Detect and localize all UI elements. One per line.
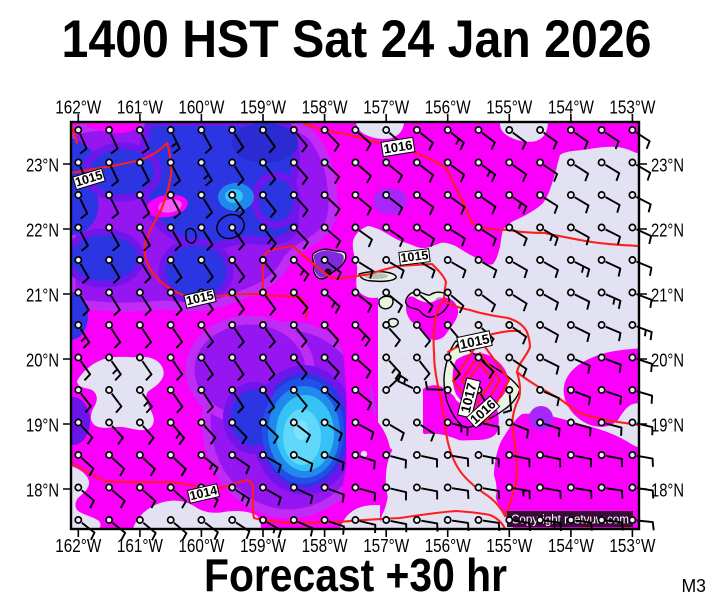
svg-text:M3: M3 [682, 576, 707, 596]
svg-text:153°W: 153°W [609, 536, 655, 556]
svg-text:18°N: 18°N [26, 481, 59, 501]
svg-text:153°W: 153°W [609, 98, 655, 118]
svg-text:22°N: 22°N [26, 221, 59, 241]
svg-text:19°N: 19°N [26, 416, 59, 436]
svg-text:22°N: 22°N [651, 221, 684, 241]
svg-text:160°W: 160°W [178, 536, 224, 556]
svg-text:1015: 1015 [185, 288, 215, 308]
svg-text:161°W: 161°W [117, 98, 163, 118]
svg-text:20°N: 20°N [26, 351, 59, 371]
svg-text:162°W: 162°W [55, 98, 101, 118]
svg-text:161°W: 161°W [117, 536, 163, 556]
svg-text:160°W: 160°W [178, 98, 224, 118]
svg-text:21°N: 21°N [26, 286, 59, 306]
svg-text:1014: 1014 [188, 483, 218, 503]
svg-text:157°W: 157°W [363, 98, 409, 118]
svg-text:1016: 1016 [383, 137, 414, 156]
svg-text:Forecast +30 hr: Forecast +30 hr [204, 549, 507, 600]
svg-text:156°W: 156°W [425, 536, 471, 556]
svg-text:156°W: 156°W [425, 98, 471, 118]
svg-text:1400 HST Sat 24 Jan 2026: 1400 HST Sat 24 Jan 2026 [62, 10, 652, 69]
svg-text:21°N: 21°N [651, 286, 684, 306]
svg-text:158°W: 158°W [302, 98, 348, 118]
svg-text:155°W: 155°W [486, 98, 532, 118]
svg-text:19°N: 19°N [651, 416, 684, 436]
svg-text:1015: 1015 [400, 248, 429, 265]
svg-text:159°W: 159°W [240, 98, 286, 118]
svg-text:157°W: 157°W [363, 536, 409, 556]
svg-text:159°W: 159°W [240, 536, 286, 556]
svg-text:155°W: 155°W [486, 536, 532, 556]
svg-text:162°W: 162°W [55, 536, 101, 556]
svg-text:23°N: 23°N [26, 156, 59, 176]
svg-text:154°W: 154°W [548, 536, 594, 556]
svg-text:23°N: 23°N [651, 156, 684, 176]
svg-text:20°N: 20°N [651, 351, 684, 371]
svg-text:1017: 1017 [458, 382, 480, 415]
svg-text:154°W: 154°W [548, 98, 594, 118]
svg-text:158°W: 158°W [302, 536, 348, 556]
svg-text:1015: 1015 [458, 331, 491, 352]
svg-text:18°N: 18°N [651, 481, 684, 501]
